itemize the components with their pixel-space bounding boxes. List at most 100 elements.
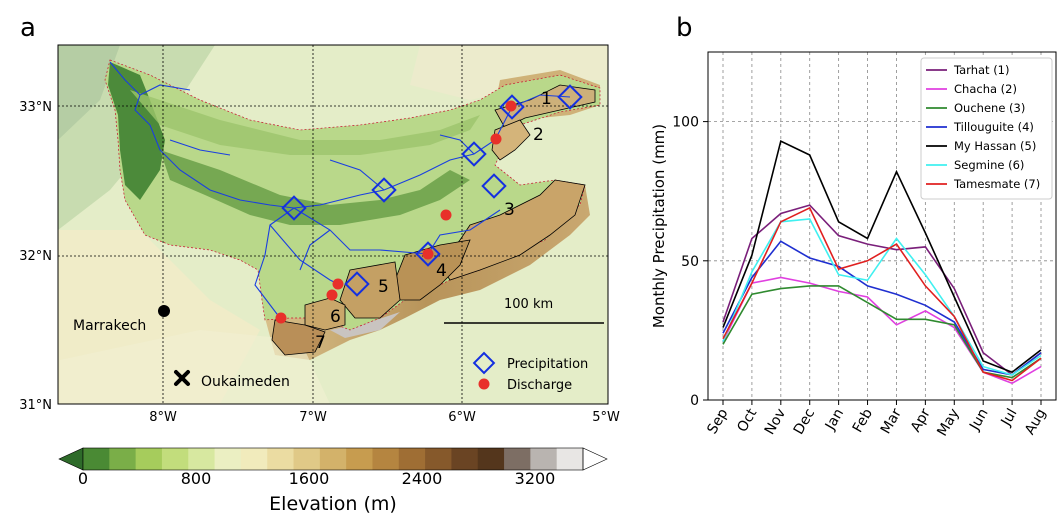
x-tick-label: Jul <box>998 406 1021 430</box>
colorbar-bin <box>135 448 163 470</box>
map-area: 1 2 3 4 5 6 7 Marrakech Oukaimeden 100 k… <box>58 45 608 404</box>
colorbar-tick: 1600 <box>289 469 330 488</box>
colorbar-frame <box>82 447 584 471</box>
x-tick-label: Feb <box>850 406 876 436</box>
colorbar-extend-low <box>58 447 84 471</box>
legend-label: Chacha (2) <box>954 82 1017 96</box>
colorbar-tick: 2400 <box>402 469 443 488</box>
colorbar-extend-high <box>582 447 608 471</box>
lat-tick: 31°N <box>19 398 52 413</box>
basin-number: 3 <box>504 200 515 220</box>
colorbar-tick: 0 <box>78 469 88 488</box>
discharge-marker <box>275 312 287 324</box>
legend-box <box>920 57 1053 200</box>
lon-tick: 5°W <box>592 410 620 425</box>
precipitation-markers <box>281 84 583 297</box>
x-tick-label: Nov <box>762 406 790 438</box>
legend-precipitation-label: Precipitation <box>507 357 588 372</box>
colorbar-bin <box>504 448 531 470</box>
x-tick-label: Oct <box>734 406 760 435</box>
colorbar-bin <box>83 448 110 470</box>
colorbar-bin <box>556 448 584 470</box>
y-tick-label: 100 <box>672 115 699 131</box>
colorbar-bin <box>530 448 558 470</box>
basin-numbers: 1 2 3 4 5 6 7 <box>315 89 552 353</box>
precipitation-marker <box>557 84 583 110</box>
x-tick-label: Sep <box>704 406 731 437</box>
x-tick-label: Dec <box>791 406 818 437</box>
legend-label: Segmine (6) <box>954 158 1024 172</box>
colorbar-bin <box>477 448 505 470</box>
x-tick-label: Jun <box>966 406 991 434</box>
colorbar-bin <box>319 448 347 470</box>
elevation-colorbar <box>58 447 608 471</box>
series-line <box>722 204 1042 376</box>
legend-label: Tamesmate (7) <box>953 177 1040 191</box>
discharge-marker <box>490 133 502 145</box>
precipitation-marker <box>461 141 487 167</box>
precipitation-marker <box>281 195 307 221</box>
panel-a-label: a <box>20 13 36 43</box>
discharge-marker <box>440 209 452 221</box>
colorbar-bin <box>188 448 216 470</box>
scale-bar-label: 100 km <box>504 297 553 312</box>
oukaimeden-marker <box>174 370 190 386</box>
lon-tick: 7°W <box>299 410 327 425</box>
precipitation-marker <box>499 94 525 120</box>
basin-number: 5 <box>378 277 389 297</box>
legend-label: Ouchene (3) <box>954 101 1025 115</box>
precipitation-marker <box>481 173 507 199</box>
snow-patch <box>330 312 400 338</box>
x-tick-label: Mar <box>878 406 905 437</box>
y-axis-ticks: 0 50 100 <box>672 115 708 409</box>
discharge-marker <box>326 289 338 301</box>
colorbar-bin <box>398 448 426 470</box>
colorbar-bin <box>240 448 268 470</box>
colorbar-bin <box>346 448 373 470</box>
basin-number: 4 <box>436 261 447 281</box>
precipitation-marker <box>344 271 370 297</box>
discharge-marker <box>505 100 517 112</box>
precipitation-marker <box>371 177 397 203</box>
lowland-dark <box>108 62 165 200</box>
legend-discharge-swatch <box>478 378 490 390</box>
legend-precipitation-swatch <box>472 351 496 375</box>
series-line <box>722 276 1042 385</box>
legend-label: Tarhat (1) <box>953 63 1009 77</box>
colorbar-title: Elevation (m) <box>269 493 397 515</box>
x-tick-label: Aug <box>1022 406 1050 438</box>
basin-number: 1 <box>541 89 552 109</box>
series-line <box>722 139 1042 374</box>
lon-tick: 8°W <box>149 410 177 425</box>
plateau <box>410 45 608 100</box>
discharge-marker <box>422 248 434 260</box>
x-tick-label: Jan <box>822 406 847 434</box>
colorbar-bin <box>267 448 295 470</box>
subbasin-7 <box>271 319 326 356</box>
chart-frame <box>707 51 1057 401</box>
colorbar-bin <box>214 448 242 470</box>
legend-label: Tillouguite (4) <box>953 120 1034 134</box>
colorbar-tick: 800 <box>181 469 212 488</box>
basin-number: 7 <box>315 333 326 353</box>
colorbar-bin <box>161 448 189 470</box>
colorbar-ticks: 0 800 1600 2400 3200 <box>78 469 555 488</box>
x-tick-label: May <box>934 406 962 439</box>
panel-b: b 0 50 100 Sep Oct Nov Dec Jan Feb Mar Apr May Jun J… <box>650 13 1057 439</box>
precipitation-marker <box>415 241 441 267</box>
series-line <box>722 240 1042 376</box>
southern-foothills <box>60 330 330 404</box>
coastal-shade <box>58 45 120 140</box>
x-axis-ticks: Sep Oct Nov Dec Jan Feb Mar Apr May Jun Jul Aug <box>704 400 1049 439</box>
map-axes: 31°N 32°N 33°N 8°W 7°W 6°W 5°W <box>19 100 620 425</box>
colorbar-bin <box>372 448 400 470</box>
panel-b-label: b <box>676 13 693 43</box>
mid-green <box>130 90 480 155</box>
chart-legend: Tarhat (1) Chacha (2) Ouchene (3) Tillougui… <box>920 57 1053 200</box>
y-axis-label: Monthly Precipitation (mm) <box>650 124 668 328</box>
colorbar-tick: 3200 <box>515 469 556 488</box>
series-line <box>722 285 1042 379</box>
legend-discharge-label: Discharge <box>507 378 572 393</box>
legend-label: My Hassan (5) <box>954 139 1036 153</box>
